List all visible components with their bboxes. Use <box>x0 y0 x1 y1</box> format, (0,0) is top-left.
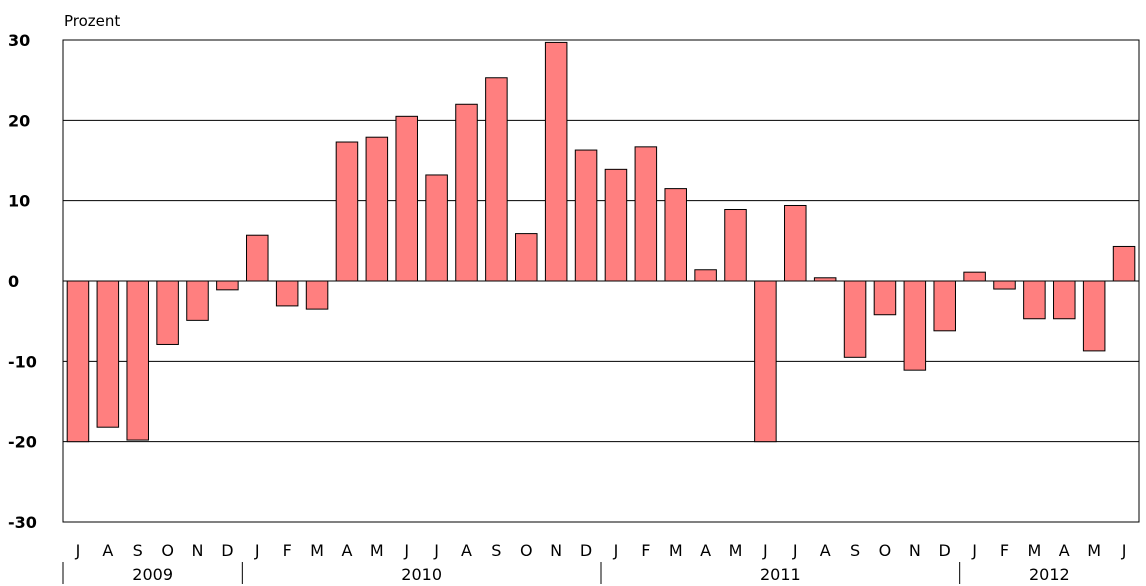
x-tick-label: M <box>669 541 683 560</box>
year-label: 2010 <box>401 565 442 584</box>
bar <box>724 209 747 282</box>
x-tick-label: O <box>520 541 533 560</box>
bar <box>275 280 299 307</box>
bar <box>574 149 598 282</box>
y-axis-title: Prozent <box>64 12 120 30</box>
x-tick-label: A <box>461 541 472 560</box>
x-tick-label: M <box>370 541 384 560</box>
x-tick-label: M <box>310 541 324 560</box>
plot-frame <box>62 39 1140 523</box>
bar <box>66 280 90 443</box>
bar <box>843 280 867 358</box>
bar <box>216 280 239 291</box>
x-tick-label: F <box>283 541 292 560</box>
bar <box>186 280 209 321</box>
bar <box>813 277 837 282</box>
y-tick-label: -20 <box>8 433 37 452</box>
bar <box>485 77 508 282</box>
x-tick-label: A <box>102 541 113 560</box>
x-tick-label: O <box>161 541 174 560</box>
x-tick-label: J <box>254 541 260 560</box>
x-tick-label: D <box>939 541 951 560</box>
bar <box>754 280 777 443</box>
bar <box>1053 280 1076 320</box>
bars <box>66 41 1136 443</box>
bar <box>246 234 269 282</box>
y-tick-labels: 30 20 10 0 -10 -20 -30 <box>8 31 37 532</box>
bar <box>425 174 448 282</box>
x-tick-label: M <box>1027 541 1041 560</box>
bar <box>156 280 179 345</box>
x-tick-label: D <box>221 541 233 560</box>
x-tick-label: N <box>909 541 921 560</box>
bar <box>96 280 120 428</box>
bar <box>903 280 927 371</box>
x-tick-label: S <box>850 541 860 560</box>
bar <box>365 136 389 282</box>
bar <box>963 271 986 282</box>
y-tick-label: 0 <box>8 272 19 291</box>
x-tick-label: M <box>729 541 743 560</box>
bar <box>335 141 359 282</box>
bar <box>664 188 687 282</box>
x-tick-label: J <box>433 541 439 560</box>
y-tick-label: -30 <box>8 513 37 532</box>
bar <box>395 115 418 282</box>
y-tick-label: -10 <box>8 352 37 371</box>
gridlines <box>63 119 1139 443</box>
bar <box>515 233 538 282</box>
bar <box>784 204 807 282</box>
x-tick-label: S <box>133 541 143 560</box>
bar <box>1112 245 1136 282</box>
x-tick-label: F <box>641 541 650 560</box>
bar <box>126 280 149 441</box>
x-tick-label: A <box>700 541 711 560</box>
x-tick-label: D <box>580 541 592 560</box>
year-labels: 2009 2010 2011 2012 <box>62 562 1070 584</box>
bar <box>933 280 956 332</box>
bar <box>604 168 628 282</box>
x-tick-label: J <box>75 541 81 560</box>
year-label: 2012 <box>1029 565 1070 584</box>
x-tick-label: F <box>1000 541 1009 560</box>
bar <box>634 146 658 282</box>
x-tick-label: J <box>792 541 798 560</box>
bar <box>455 103 478 282</box>
x-tick-label: J <box>1121 541 1127 560</box>
x-tick-label: M <box>1087 541 1101 560</box>
bar <box>305 280 329 310</box>
bar <box>1082 280 1106 352</box>
x-tick-label: J <box>971 541 977 560</box>
bar <box>544 41 568 282</box>
bar <box>873 280 897 316</box>
x-tick-label: J <box>613 541 619 560</box>
x-tick-label: A <box>341 541 352 560</box>
x-tick-label: S <box>491 541 501 560</box>
y-tick-label: 20 <box>8 111 30 130</box>
bar <box>993 280 1016 290</box>
bar <box>694 269 717 282</box>
x-tick-label: N <box>192 541 204 560</box>
x-tick-label: N <box>550 541 562 560</box>
x-tick-label: J <box>762 541 768 560</box>
x-tick-label: O <box>879 541 892 560</box>
bar <box>1023 280 1046 320</box>
year-label: 2009 <box>132 565 173 584</box>
x-tick-label: J <box>403 541 409 560</box>
x-tick-label: A <box>820 541 831 560</box>
year-label: 2011 <box>760 565 801 584</box>
x-tick-label: A <box>1059 541 1070 560</box>
y-tick-label: 10 <box>8 192 30 211</box>
y-tick-label: 30 <box>8 31 30 50</box>
